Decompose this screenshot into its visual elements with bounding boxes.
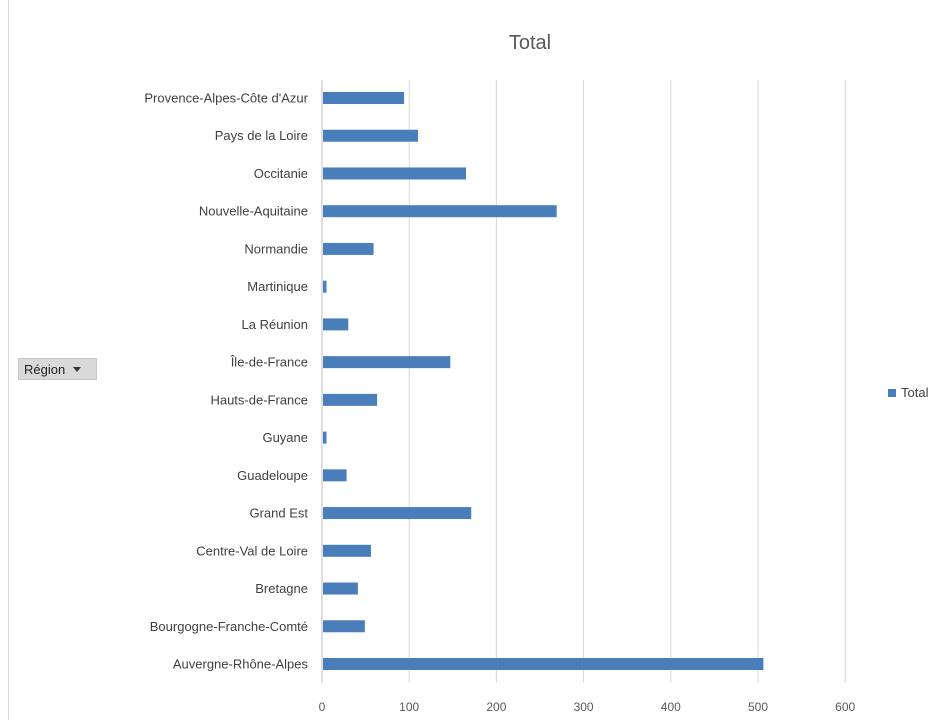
bar[interactable] (323, 92, 405, 104)
x-tick-label: 200 (486, 700, 506, 714)
category-label: Hauts-de-France (210, 392, 308, 407)
bar[interactable] (323, 582, 358, 595)
legend-label: Total (901, 385, 929, 400)
bar[interactable] (323, 544, 371, 557)
left-border (8, 0, 9, 720)
bar[interactable] (323, 129, 419, 142)
x-tick-label: 500 (748, 700, 768, 714)
category-label: Guyane (262, 430, 308, 445)
category-label: Normandie (244, 241, 308, 256)
bar[interactable] (323, 356, 451, 369)
bar[interactable] (323, 167, 467, 180)
x-tick-label: 100 (399, 700, 419, 714)
x-tick-label: 600 (835, 700, 855, 714)
bar[interactable] (323, 658, 764, 670)
bar[interactable] (323, 620, 365, 633)
category-label: Auvergne-Rhône-Alpes (173, 657, 309, 672)
category-label: Martinique (247, 279, 308, 294)
category-label: La Réunion (242, 317, 309, 332)
category-label: Bourgogne-Franche-Comté (150, 619, 308, 634)
region-filter-button[interactable]: Région (18, 358, 97, 380)
bar[interactable] (323, 393, 378, 406)
chart-title: Total (509, 32, 551, 54)
region-filter-label: Région (24, 361, 66, 377)
x-tick-label: 300 (574, 700, 594, 714)
bar[interactable] (323, 242, 374, 255)
category-label: Centre-Val de Loire (196, 543, 308, 558)
x-tick-label: 0 (319, 700, 326, 714)
legend-swatch (888, 389, 896, 397)
category-label: Occitanie (254, 166, 308, 181)
x-tick-label: 400 (661, 700, 681, 714)
dropdown-arrow-icon (73, 366, 82, 372)
bar[interactable] (323, 507, 472, 520)
bar[interactable] (323, 318, 349, 331)
bar[interactable] (323, 205, 557, 218)
category-label: Grand Est (249, 506, 308, 521)
category-label: Île-de-France (230, 355, 308, 370)
category-label: Guadeloupe (237, 468, 308, 483)
bar[interactable] (323, 280, 327, 293)
bar[interactable] (323, 469, 347, 482)
bar[interactable] (323, 431, 327, 444)
category-label: Nouvelle-Aquitaine (199, 204, 308, 219)
category-label: Bretagne (255, 581, 308, 596)
category-label: Pays de la Loire (215, 128, 308, 143)
category-label: Provence-Alpes-Côte d'Azur (144, 91, 308, 106)
